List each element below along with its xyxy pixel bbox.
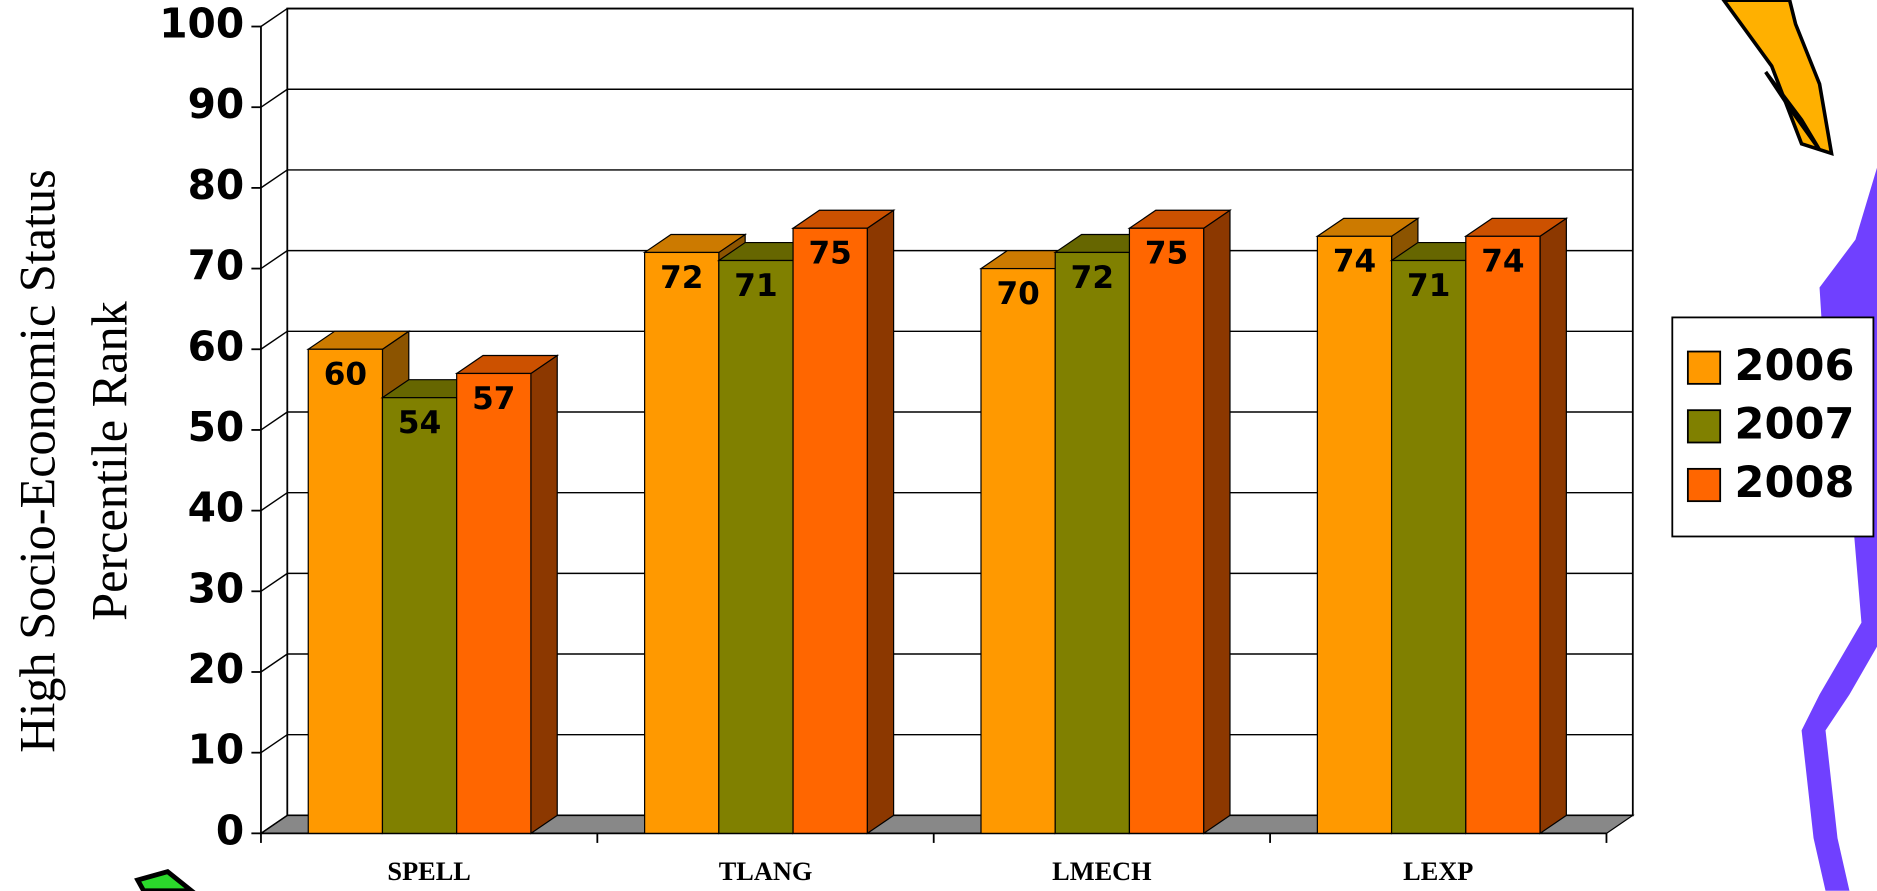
legend-label: 2008 [1735,458,1855,508]
y-tick-label: 90 [188,80,245,128]
grid-line-side [260,88,288,108]
bar [307,348,384,834]
y-tick-label: 100 [159,0,244,48]
grid-line-side [260,7,288,28]
bar-side-shade [867,210,894,834]
y-axis-title: High Socio-Economic Status Percentile Ra… [10,169,138,753]
value-label: 72 [1071,260,1114,296]
grid-line-side [260,492,288,512]
bar-top-shade [1129,210,1230,229]
legend-swatch [1686,409,1722,444]
y-axis-title-line: High Socio-Economic Status [10,169,66,753]
bar [792,227,868,834]
value-label: 57 [472,381,515,417]
bar-group: 75 [791,209,896,835]
bar [1390,259,1467,834]
bar [718,259,794,834]
bar [1128,227,1205,834]
y-axis-title-line: Percentile Rank [81,300,137,621]
legend-label: 2006 [1735,341,1855,391]
bar [1316,235,1393,834]
x-tick-label: LEXP [1403,857,1473,886]
value-label: 74 [1333,244,1376,280]
y-tick-label: 80 [188,161,245,209]
legend-swatch [1686,467,1722,503]
bar-side-shade [1203,210,1230,834]
bar-top-shade [793,210,894,229]
value-label: 72 [660,260,703,296]
bar-side-shade [530,355,558,834]
y-tick-label: 20 [188,645,245,693]
value-label: 54 [398,405,441,441]
y-tick-label: 10 [188,726,245,774]
bar-top-shade [1465,218,1567,237]
grid-line-side [260,411,288,431]
y-tick-label: 60 [188,322,245,370]
legend-label: 2007 [1735,399,1855,449]
value-label: 60 [324,357,367,393]
value-label: 70 [996,276,1039,312]
bar [381,397,458,834]
bar [644,251,720,834]
x-tick-label: SPELL [387,857,470,886]
x-tick-label: LMECH [1052,857,1152,886]
bar-group: 75 [1127,209,1232,835]
value-label: 75 [1145,236,1188,272]
bar [1054,251,1131,834]
y-tick-label: 50 [188,403,245,451]
bar-top-shade [644,234,746,253]
grid-line-side [260,653,288,673]
y-tick-label: 40 [188,484,245,532]
grid-line-side [260,734,288,754]
bar-top-shade [456,355,558,374]
y-tick-label: 0 [216,806,244,854]
legend-swatch [1686,350,1722,385]
value-label: 74 [1481,244,1524,280]
value-label: 75 [809,236,852,272]
bar-group: 74 [1463,217,1569,835]
y-tick-label: 70 [188,242,245,290]
bar-top-shade [308,331,409,350]
value-label: 71 [734,268,777,304]
grid-line-side [260,814,288,834]
grid-line-side [260,250,288,270]
bar-side-shade [1540,218,1567,834]
bar [1465,235,1541,834]
grid-line-side [260,330,288,350]
grid-line-side [260,572,288,592]
bar-top-shade [1317,218,1418,237]
x-tick-label: TLANG [719,857,813,886]
bar-group: 57 [454,354,560,835]
grid-line-side [260,169,288,189]
y-tick-label: 30 [188,564,245,612]
bar [456,372,532,834]
value-label: 71 [1407,268,1450,304]
bar [980,267,1056,834]
